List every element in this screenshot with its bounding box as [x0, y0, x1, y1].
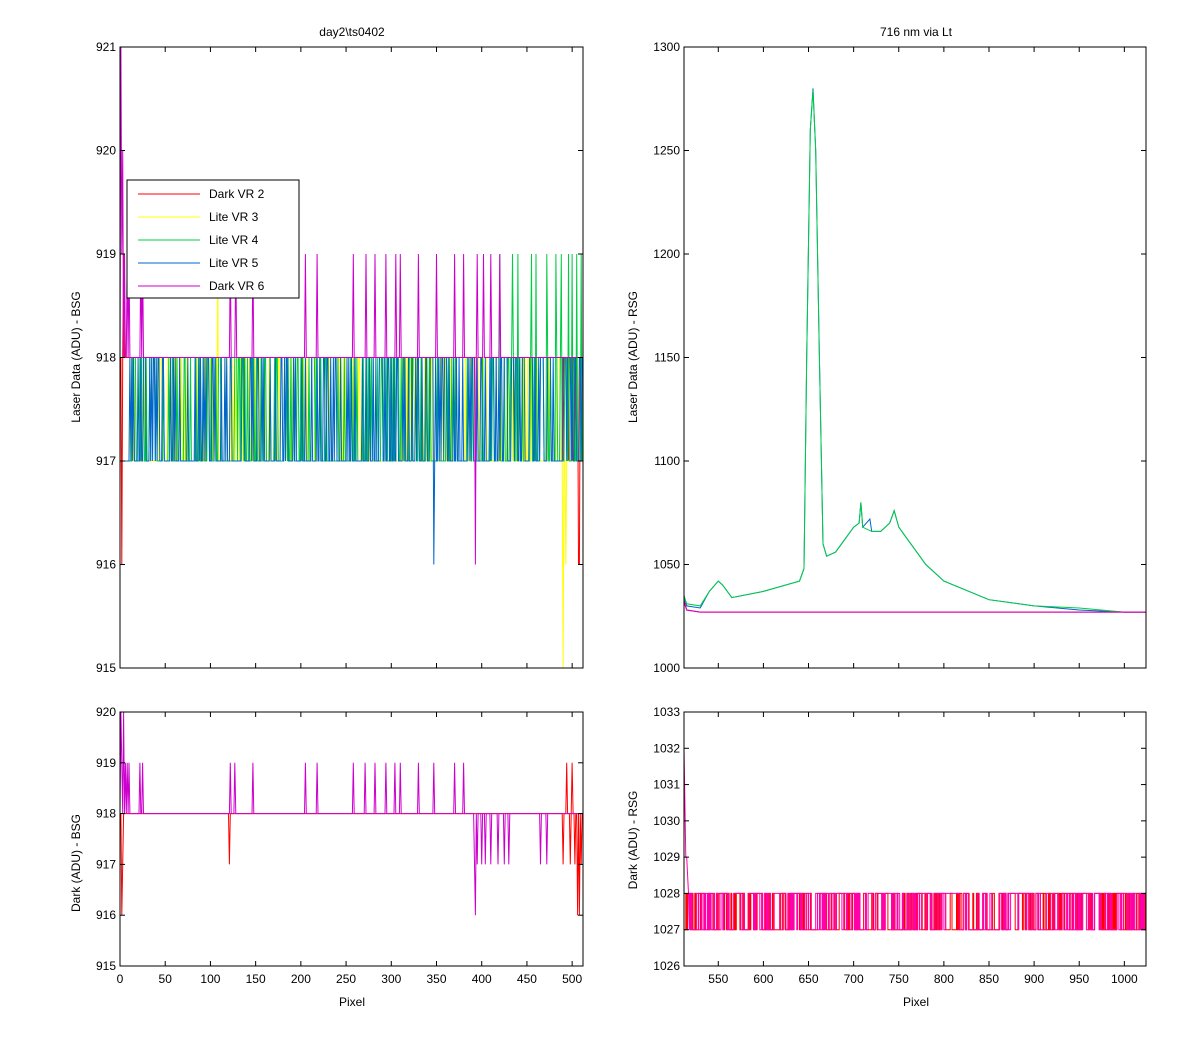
series-line-dark-vr-6 — [119, 711, 583, 916]
y-tick-label: 1000 — [653, 661, 680, 675]
y-tick-label: 1030 — [653, 814, 680, 828]
y-tick-label: 1050 — [653, 558, 680, 572]
legend-label-dark-vr-2: Dark VR 2 — [209, 187, 265, 201]
y-tick-label: 917 — [96, 454, 116, 468]
panel-top-left: day2\ts0402 Laser Data (ADU) - BSG 91591… — [69, 25, 584, 675]
x-tick-label: 750 — [889, 972, 909, 986]
x-tick-label: 350 — [426, 972, 446, 986]
x-tick-label: 50 — [159, 972, 173, 986]
x-tick-label: 1000 — [1111, 972, 1138, 986]
panel-top-right-ylabel: Laser Data (ADU) - RSG — [626, 291, 640, 423]
legend-label-dark-vr-6: Dark VR 6 — [209, 279, 265, 293]
x-tick-label: 150 — [246, 972, 266, 986]
x-tick-label: 0 — [117, 972, 124, 986]
y-tick-label: 919 — [96, 247, 116, 261]
x-tick-label: 850 — [979, 972, 999, 986]
y-tick-label: 1032 — [653, 741, 680, 755]
panel-bottom-left-ylabel: Dark (ADU) - BSG — [69, 814, 83, 912]
legend-label-lite-vr-3: Lite VR 3 — [209, 210, 259, 224]
legend: Dark VR 2 Lite VR 3 Lite VR 4 Lite VR 5 … — [126, 179, 300, 299]
panel-bottom-right-plot: 1026 1027 1028 1029 1030 1031 1032 1033 550 600 65… — [653, 705, 1147, 986]
y-tick-label: 1026 — [653, 959, 680, 973]
x-tick-label: 550 — [708, 972, 728, 986]
y-tick-label: 920 — [96, 144, 116, 158]
panel-bottom-right: Dark (ADU) - RSG Pixel 10261027102810291… — [626, 705, 1147, 1009]
series-line-dark-2 — [683, 748, 1146, 931]
x-tick-label: 400 — [472, 972, 492, 986]
y-tick-label: 919 — [96, 756, 116, 770]
x-tick-label: 700 — [844, 972, 864, 986]
series-line-dark-2 — [683, 599, 1146, 613]
panel-top-right-plot: 1000 1050 1100 1150 1200 1250 1300 — [653, 40, 1147, 675]
legend-box — [126, 179, 300, 299]
x-tick-label: 250 — [336, 972, 356, 986]
panel-top-left-ylabel: Laser Data (ADU) - BSG — [69, 291, 83, 422]
y-tick-label: 916 — [96, 908, 116, 922]
y-tick-label: 920 — [96, 705, 116, 719]
panel-top-left-plot: 915 916 917 918 919 920 921 — [96, 40, 584, 675]
panel-bottom-right-xlabel: Pixel — [903, 995, 929, 1009]
y-tick-label: 921 — [96, 40, 116, 54]
series-line-lite-2 — [683, 90, 1146, 613]
x-tick-label: 500 — [562, 972, 582, 986]
panel-bottom-left: Dark (ADU) - BSG Pixel 915 916 917 918 919 92… — [69, 705, 584, 1009]
panel-bottom-left-xlabel: Pixel — [339, 995, 365, 1009]
x-tick-label: 450 — [517, 972, 537, 986]
y-tick-label: 1031 — [653, 778, 680, 792]
legend-label-lite-vr-4: Lite VR 4 — [209, 233, 259, 247]
y-tick-label: 915 — [96, 661, 116, 675]
y-tick-label: 1100 — [654, 454, 680, 468]
panel-top-left-title: day2\ts0402 — [319, 25, 385, 39]
y-tick-label: 1027 — [653, 923, 680, 937]
legend-label-lite-vr-5: Lite VR 5 — [209, 256, 259, 270]
y-tick-label: 1028 — [653, 886, 680, 900]
series-line-dark-vr-6 — [119, 46, 583, 565]
axes-frame — [119, 711, 584, 967]
y-tick-label: 918 — [96, 351, 116, 365]
y-tick-label: 915 — [96, 959, 116, 973]
y-tick-label: 917 — [96, 857, 116, 871]
x-tick-label: 800 — [934, 972, 954, 986]
x-tick-label: 600 — [753, 972, 773, 986]
x-tick-label: 950 — [1069, 972, 1089, 986]
y-tick-label: 1300 — [653, 40, 680, 54]
y-tick-label: 1033 — [653, 705, 680, 719]
panel-bottom-right-ylabel: Dark (ADU) - RSG — [626, 791, 640, 890]
axes-frame — [683, 711, 1147, 967]
y-tick-label: 1150 — [654, 351, 680, 365]
panel-bottom-left-plot: 915 916 917 918 919 920 0 50 100 150 200 250 300 350 4… — [96, 705, 584, 986]
x-tick-label: 100 — [200, 972, 220, 986]
x-tick-label: 200 — [291, 972, 311, 986]
y-tick-label: 1200 — [653, 247, 680, 261]
x-tick-label: 900 — [1024, 972, 1044, 986]
x-tick-label: 650 — [799, 972, 819, 986]
y-tick-label: 1250 — [653, 144, 680, 158]
panel-top-right: 716 nm via Lt Laser Data (ADU) - RSG 100… — [626, 25, 1147, 675]
y-tick-label: 1029 — [653, 850, 680, 864]
y-tick-label: 916 — [96, 558, 116, 572]
panel-top-right-title: 716 nm via Lt — [880, 25, 953, 39]
x-tick-label: 300 — [381, 972, 401, 986]
y-tick-label: 918 — [96, 807, 116, 821]
